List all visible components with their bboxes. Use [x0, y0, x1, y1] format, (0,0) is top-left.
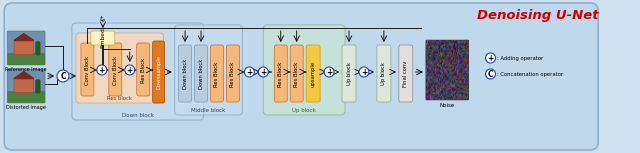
FancyBboxPatch shape [227, 45, 239, 102]
Circle shape [125, 65, 135, 75]
FancyBboxPatch shape [7, 31, 45, 65]
Text: Res Block: Res Block [141, 57, 146, 83]
FancyBboxPatch shape [153, 41, 164, 103]
FancyBboxPatch shape [342, 45, 356, 102]
Text: Reference Image: Reference Image [5, 67, 47, 72]
FancyBboxPatch shape [195, 45, 207, 102]
Circle shape [244, 67, 254, 77]
Text: Res Block: Res Block [214, 61, 220, 87]
FancyBboxPatch shape [4, 3, 598, 150]
Circle shape [486, 69, 495, 79]
FancyBboxPatch shape [14, 78, 34, 93]
Text: +: + [127, 65, 133, 75]
Text: Up block: Up block [346, 63, 351, 85]
FancyBboxPatch shape [72, 23, 204, 120]
Text: Middle block: Middle block [191, 108, 226, 113]
FancyBboxPatch shape [175, 25, 243, 115]
Text: +: + [361, 67, 367, 76]
FancyBboxPatch shape [211, 45, 223, 102]
Circle shape [359, 67, 369, 77]
Text: Distorted Image: Distorted Image [6, 105, 46, 110]
FancyBboxPatch shape [35, 41, 40, 56]
FancyBboxPatch shape [14, 41, 34, 55]
Circle shape [324, 67, 334, 77]
Text: Up block: Up block [292, 108, 316, 113]
Polygon shape [14, 72, 34, 78]
Text: Res block: Res block [108, 96, 132, 101]
FancyBboxPatch shape [109, 43, 122, 96]
Polygon shape [14, 34, 34, 41]
Text: C: C [488, 69, 493, 78]
Text: +: + [260, 67, 266, 76]
FancyBboxPatch shape [91, 31, 115, 45]
Text: Conv Block: Conv Block [113, 55, 118, 85]
Text: Downsample: Downsample [156, 55, 161, 89]
Text: Down block: Down block [122, 113, 154, 118]
FancyBboxPatch shape [263, 25, 345, 115]
Text: Down block: Down block [182, 59, 188, 89]
Text: Final conv: Final conv [403, 61, 408, 87]
Circle shape [486, 53, 495, 63]
Text: Res Block: Res Block [294, 61, 299, 87]
FancyBboxPatch shape [35, 79, 40, 93]
FancyBboxPatch shape [179, 45, 191, 102]
Text: Res Block: Res Block [230, 61, 236, 87]
FancyBboxPatch shape [377, 45, 391, 102]
FancyBboxPatch shape [275, 45, 287, 102]
Circle shape [259, 67, 268, 77]
FancyBboxPatch shape [7, 91, 45, 103]
Text: Res Block: Res Block [278, 61, 284, 87]
Circle shape [97, 65, 107, 75]
Text: : Adding operator: : Adding operator [497, 56, 544, 60]
Text: Down block: Down block [198, 59, 204, 89]
FancyBboxPatch shape [399, 45, 413, 102]
Text: Conv Block: Conv Block [85, 55, 90, 85]
Text: Denoising U-Net: Denoising U-Net [477, 9, 598, 22]
FancyBboxPatch shape [306, 45, 320, 102]
Text: Embed: Embed [100, 28, 106, 48]
Text: +: + [326, 67, 332, 76]
Text: : Concatenation operator: : Concatenation operator [497, 71, 564, 76]
Circle shape [57, 70, 69, 82]
FancyBboxPatch shape [137, 43, 150, 96]
Text: Noise: Noise [439, 103, 454, 108]
FancyBboxPatch shape [290, 45, 303, 102]
FancyBboxPatch shape [81, 43, 94, 96]
Text: Up block: Up block [381, 63, 387, 85]
FancyBboxPatch shape [76, 33, 164, 103]
Text: +: + [99, 65, 105, 75]
Text: $t_e$: $t_e$ [99, 13, 107, 25]
Text: +: + [246, 67, 253, 76]
FancyBboxPatch shape [7, 69, 45, 103]
Text: +: + [488, 54, 493, 62]
FancyBboxPatch shape [7, 53, 45, 65]
Text: upsample: upsample [310, 61, 316, 87]
Text: C: C [60, 71, 66, 80]
